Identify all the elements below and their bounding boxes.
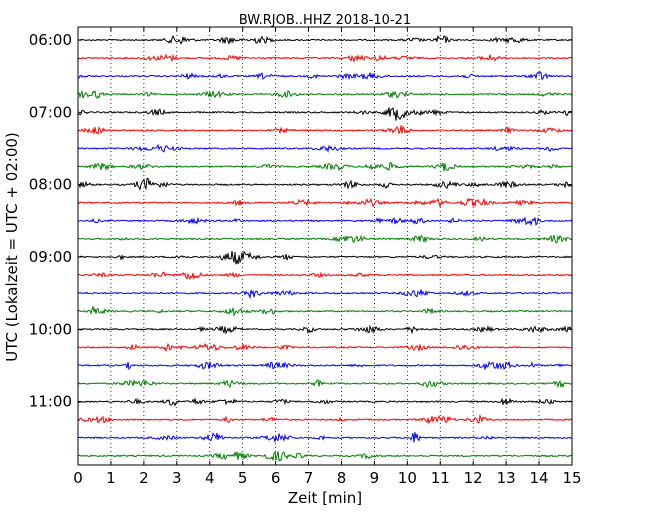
trace-0830 [77, 216, 573, 227]
trace-0645 [77, 89, 573, 100]
tick-layer: 0 1 2 3 4 5 6 7 8 9 10 11 12 13 14 1506:0007:0008:0009:… [29, 27, 582, 487]
x-tick-label: 14 [530, 469, 549, 487]
x-tick-label: 11 [431, 469, 450, 487]
trace-0630 [77, 71, 573, 81]
trace-0845 [77, 234, 573, 244]
y-tick-label: 08:00 [29, 176, 72, 194]
trace-0900 [77, 250, 573, 265]
trace-0730 [77, 143, 573, 154]
trace-1045 [77, 378, 573, 389]
x-tick-label: 1 [106, 469, 116, 487]
y-tick-label: 10:00 [29, 320, 72, 338]
trace-0915 [77, 271, 573, 281]
trace-0800 [77, 177, 573, 191]
x-tick-label: 9 [370, 469, 380, 487]
x-tick-label: 5 [238, 469, 248, 487]
x-tick-label: 4 [205, 469, 215, 487]
x-tick-label: 6 [271, 469, 281, 487]
x-tick-label: 2 [139, 469, 149, 487]
y-tick-label: 09:00 [29, 248, 72, 266]
y-axis-label: UTC (Lokalzeit = UTC + 02:00) [3, 132, 21, 362]
x-tick-label: 10 [398, 469, 417, 487]
trace-1000 [77, 324, 573, 335]
trace-1030 [77, 361, 573, 371]
y-tick-label: 07:00 [29, 103, 72, 121]
x-axis-label: Zeit [min] [288, 489, 362, 507]
trace-0615 [77, 53, 573, 64]
x-tick-label: 15 [562, 469, 581, 487]
trace-1115 [77, 413, 573, 425]
trace-0700 [77, 107, 573, 121]
trace-1100 [77, 397, 573, 407]
trace-0945 [77, 306, 573, 317]
trace-1145 [77, 450, 573, 462]
y-tick-label: 06:00 [29, 31, 72, 49]
plot-frame [77, 26, 573, 466]
x-tick-label: 8 [337, 469, 347, 487]
y-tick-label: 11:00 [29, 393, 72, 411]
x-tick-label: 7 [304, 469, 314, 487]
trace-0600 [77, 34, 573, 45]
chart-title: BW.RJOB..HHZ 2018-10-21 [239, 13, 411, 28]
trace-1015 [77, 342, 573, 353]
trace-layer [77, 34, 573, 462]
grid-layer [110, 27, 540, 465]
trace-0745 [77, 161, 573, 172]
trace-1130 [77, 432, 573, 443]
x-tick-label: 12 [464, 469, 483, 487]
x-tick-label: 13 [497, 469, 516, 487]
trace-0930 [77, 289, 573, 300]
x-tick-label: 0 [73, 469, 83, 487]
trace-0715 [77, 125, 573, 136]
x-tick-label: 3 [172, 469, 182, 487]
trace-0815 [77, 197, 573, 209]
